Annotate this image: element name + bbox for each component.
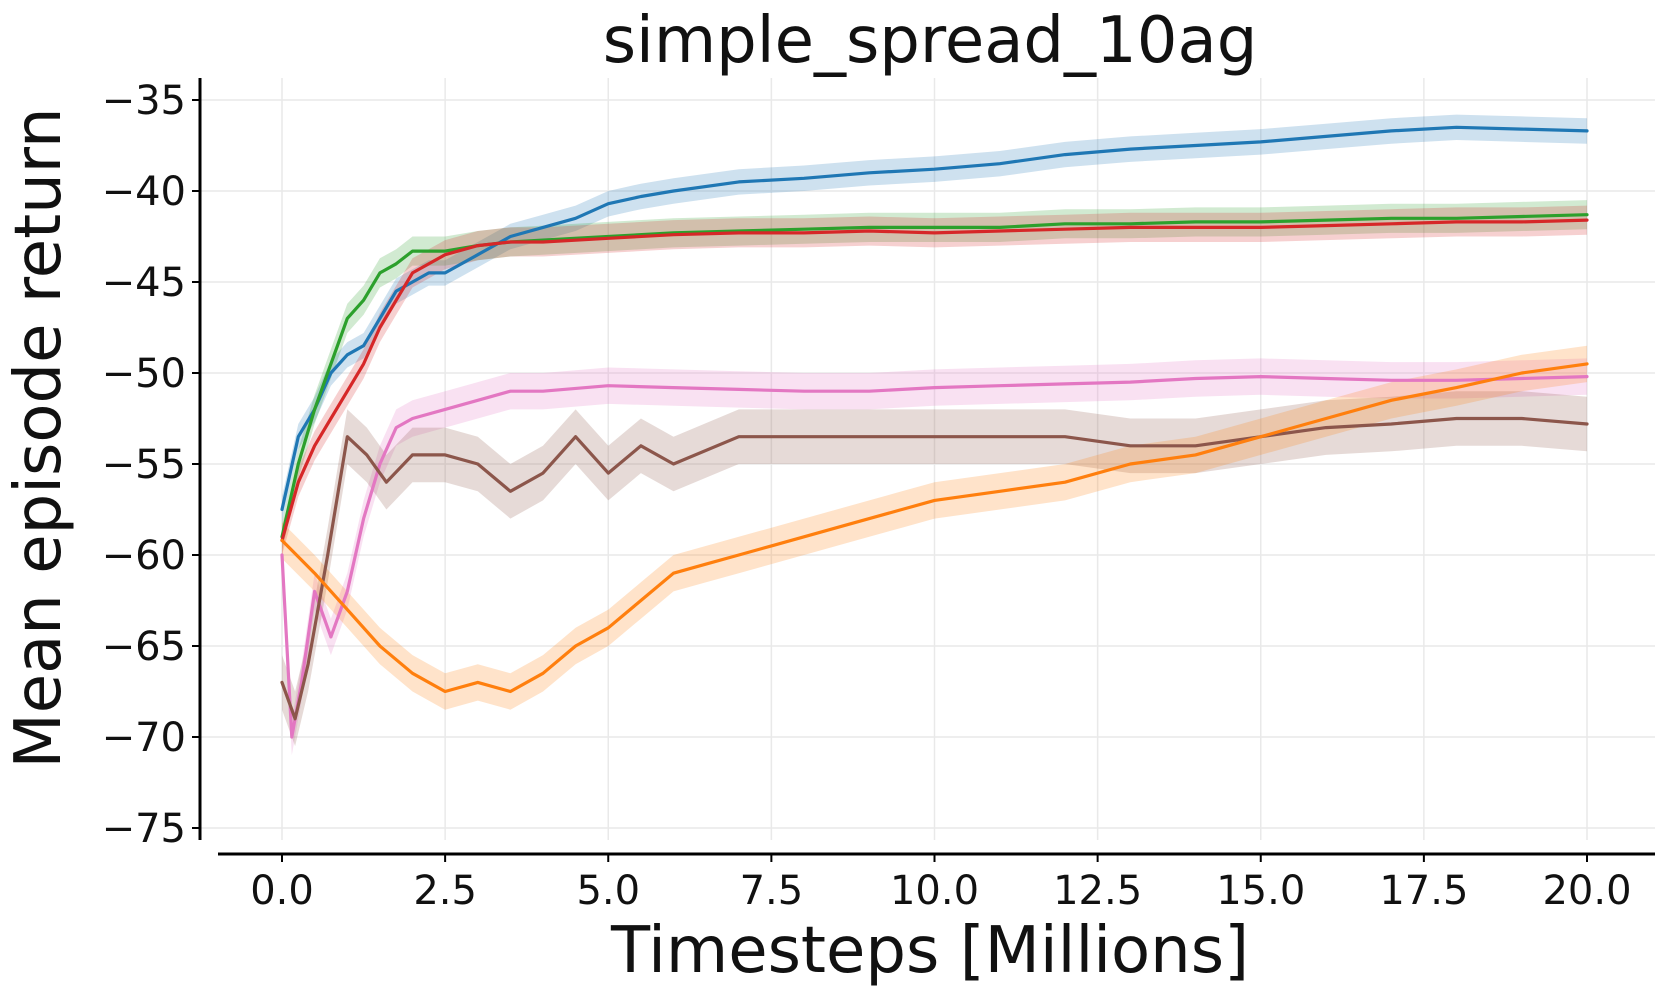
x-tick-label: 20.0 [1542,868,1631,914]
y-tick-label: −45 [102,260,186,306]
axes: 0.0 2.5 5.0 7.5 10.0 12.5 15.0 17.5 20.0 −35 −40 −4… [102,78,1655,914]
y-tick-label: −55 [102,442,186,488]
series-layer [280,114,1589,756]
x-tick-label: 5.0 [576,868,640,914]
y-tick-label: −75 [102,806,186,852]
series-line-1 [280,125,1589,512]
x-tick-label: 12.5 [1053,868,1142,914]
x-tick-label: 10.0 [890,868,979,914]
y-tick-label: −50 [102,351,186,397]
series-line-3 [280,218,1589,543]
x-tick-label: 7.5 [740,868,804,914]
grid [200,78,1655,840]
y-tick-label: −60 [102,533,186,579]
y-tick-label: −65 [102,624,186,670]
x-tick-label: 15.0 [1216,868,1305,914]
series-line-6 [280,362,1589,694]
series-band-4 [282,358,1587,756]
series-band-1 [282,114,1587,523]
x-tick-label: 17.5 [1379,868,1468,914]
y-tick-label: −35 [102,78,186,124]
y-tick-label: −70 [102,715,186,761]
series-line-4 [280,375,1589,739]
x-axis-label: Timesteps [Millions] [610,914,1249,988]
x-tick-label: 2.5 [413,868,477,914]
y-tick-label: −40 [102,169,186,215]
chart-title: simple_spread_10ag [603,4,1258,78]
x-tick-label: 0.0 [250,868,314,914]
series-band-5 [282,391,1587,747]
y-axis-label: Mean episode return [2,107,76,768]
series-line-2 [280,213,1589,539]
